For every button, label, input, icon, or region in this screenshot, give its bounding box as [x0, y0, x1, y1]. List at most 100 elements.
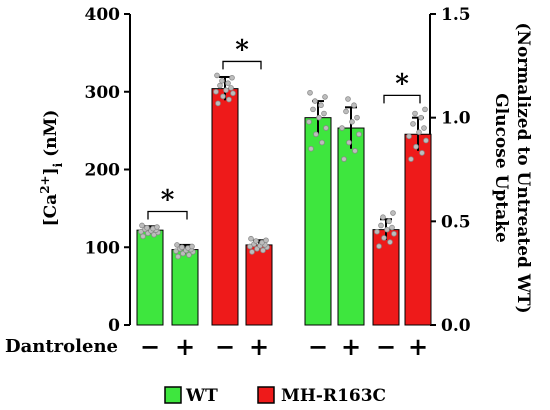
- dantrolene-minus: −: [215, 332, 235, 361]
- left-tick-label: 300: [85, 83, 121, 103]
- bar-mh-r163c: [404, 133, 432, 326]
- data-point: [307, 89, 313, 96]
- data-point: [186, 252, 192, 258]
- dantrolene-plus: +: [341, 332, 361, 361]
- data-point: [253, 238, 259, 244]
- data-point: [378, 222, 384, 229]
- data-point: [346, 139, 352, 146]
- data-point: [322, 94, 328, 100]
- right-tick-label: 0.5: [441, 212, 471, 232]
- right-y-axis-title-line-1: Glucose Uptake: [491, 93, 511, 243]
- significance-bracket: [383, 94, 421, 104]
- legend: WT MH-R163C: [164, 386, 386, 406]
- data-point: [308, 145, 314, 152]
- significance-layer: * * *: [147, 35, 421, 220]
- data-point: [139, 222, 145, 229]
- data-point: [220, 93, 226, 100]
- data-point: [213, 88, 219, 95]
- right-tick-label: 1.0: [441, 109, 471, 129]
- data-point: [386, 218, 392, 225]
- data-point: [306, 119, 312, 125]
- data-point: [248, 235, 254, 242]
- bar-group: [304, 89, 332, 326]
- legend-label-wt: WT: [185, 386, 218, 406]
- dantrolene-minus: −: [140, 332, 160, 361]
- data-point: [341, 156, 347, 162]
- data-point: [316, 114, 322, 121]
- bar-group: [337, 96, 365, 326]
- left-tick-label: 100: [85, 238, 121, 258]
- bar-group: [211, 72, 239, 326]
- data-point: [323, 125, 329, 131]
- data-point: [173, 248, 179, 254]
- significance-bracket: [222, 60, 262, 70]
- bar-wt: [171, 249, 199, 326]
- data-point: [179, 244, 185, 251]
- data-point: [376, 243, 382, 250]
- significance-star: *: [161, 185, 175, 215]
- data-point: [215, 100, 221, 107]
- bars-layer: [136, 72, 432, 326]
- data-point: [140, 233, 146, 240]
- data-point: [214, 72, 220, 79]
- data-point: [319, 139, 325, 146]
- dantrolene-plus: +: [175, 332, 195, 361]
- data-point: [263, 237, 269, 244]
- data-point: [229, 74, 235, 81]
- right-y-axis-title-line-2: (Normalized to Untreated WT): [513, 22, 533, 313]
- right-tick-label: 1.5: [441, 5, 471, 25]
- data-point: [312, 98, 318, 104]
- data-point: [374, 228, 380, 235]
- data-point: [318, 102, 324, 109]
- data-point: [189, 243, 195, 250]
- data-point: [351, 102, 357, 109]
- data-point: [391, 230, 397, 237]
- data-point: [352, 148, 358, 154]
- bar-mh-r163c: [372, 229, 400, 326]
- data-point: [247, 243, 253, 250]
- data-point: [321, 110, 327, 117]
- bar-group: [245, 235, 273, 326]
- data-point: [387, 239, 393, 245]
- data-point: [354, 114, 360, 121]
- dantrolene-plus: +: [408, 332, 428, 361]
- data-point: [406, 133, 412, 140]
- data-point: [313, 131, 319, 138]
- bar-mh-r163c: [211, 88, 239, 326]
- data-point: [151, 232, 157, 238]
- left-y-axis-title: [Ca2+]i (nM): [38, 110, 65, 227]
- left-y-axis: 0 100 200 300 400: [85, 5, 131, 336]
- bar-group: [136, 222, 164, 326]
- data-point: [144, 225, 150, 231]
- left-tick-label: 400: [85, 5, 121, 25]
- data-point: [390, 210, 396, 216]
- data-point: [345, 96, 351, 102]
- data-point: [225, 80, 231, 86]
- legend-swatch-wt: [164, 386, 182, 404]
- data-point: [381, 235, 387, 241]
- data-point: [418, 114, 424, 121]
- data-point: [249, 249, 255, 255]
- left-tick-label: 200: [85, 161, 121, 181]
- data-point: [413, 143, 419, 150]
- data-point: [228, 85, 234, 91]
- data-point: [349, 119, 355, 125]
- legend-swatch-mh-r163c: [257, 386, 275, 404]
- data-point: [343, 108, 349, 115]
- data-point: [419, 150, 425, 156]
- data-point: [310, 106, 316, 113]
- data-point: [217, 82, 223, 89]
- legend-label-mh-r163c: MH-R163C: [281, 386, 386, 406]
- data-point: [389, 224, 395, 231]
- data-point: [421, 125, 427, 131]
- dantrolene-plus: +: [249, 332, 269, 361]
- right-y-axis-title: Glucose Uptake (Normalized to Untreated …: [491, 22, 533, 313]
- bar-wt: [136, 229, 164, 326]
- data-point: [380, 214, 386, 220]
- data-point: [230, 90, 236, 97]
- data-point: [356, 131, 362, 138]
- bar-mh-r163c: [245, 244, 273, 326]
- data-point: [412, 110, 418, 117]
- treatment-markers: − + − + − + − +: [140, 332, 428, 361]
- data-point: [138, 228, 144, 235]
